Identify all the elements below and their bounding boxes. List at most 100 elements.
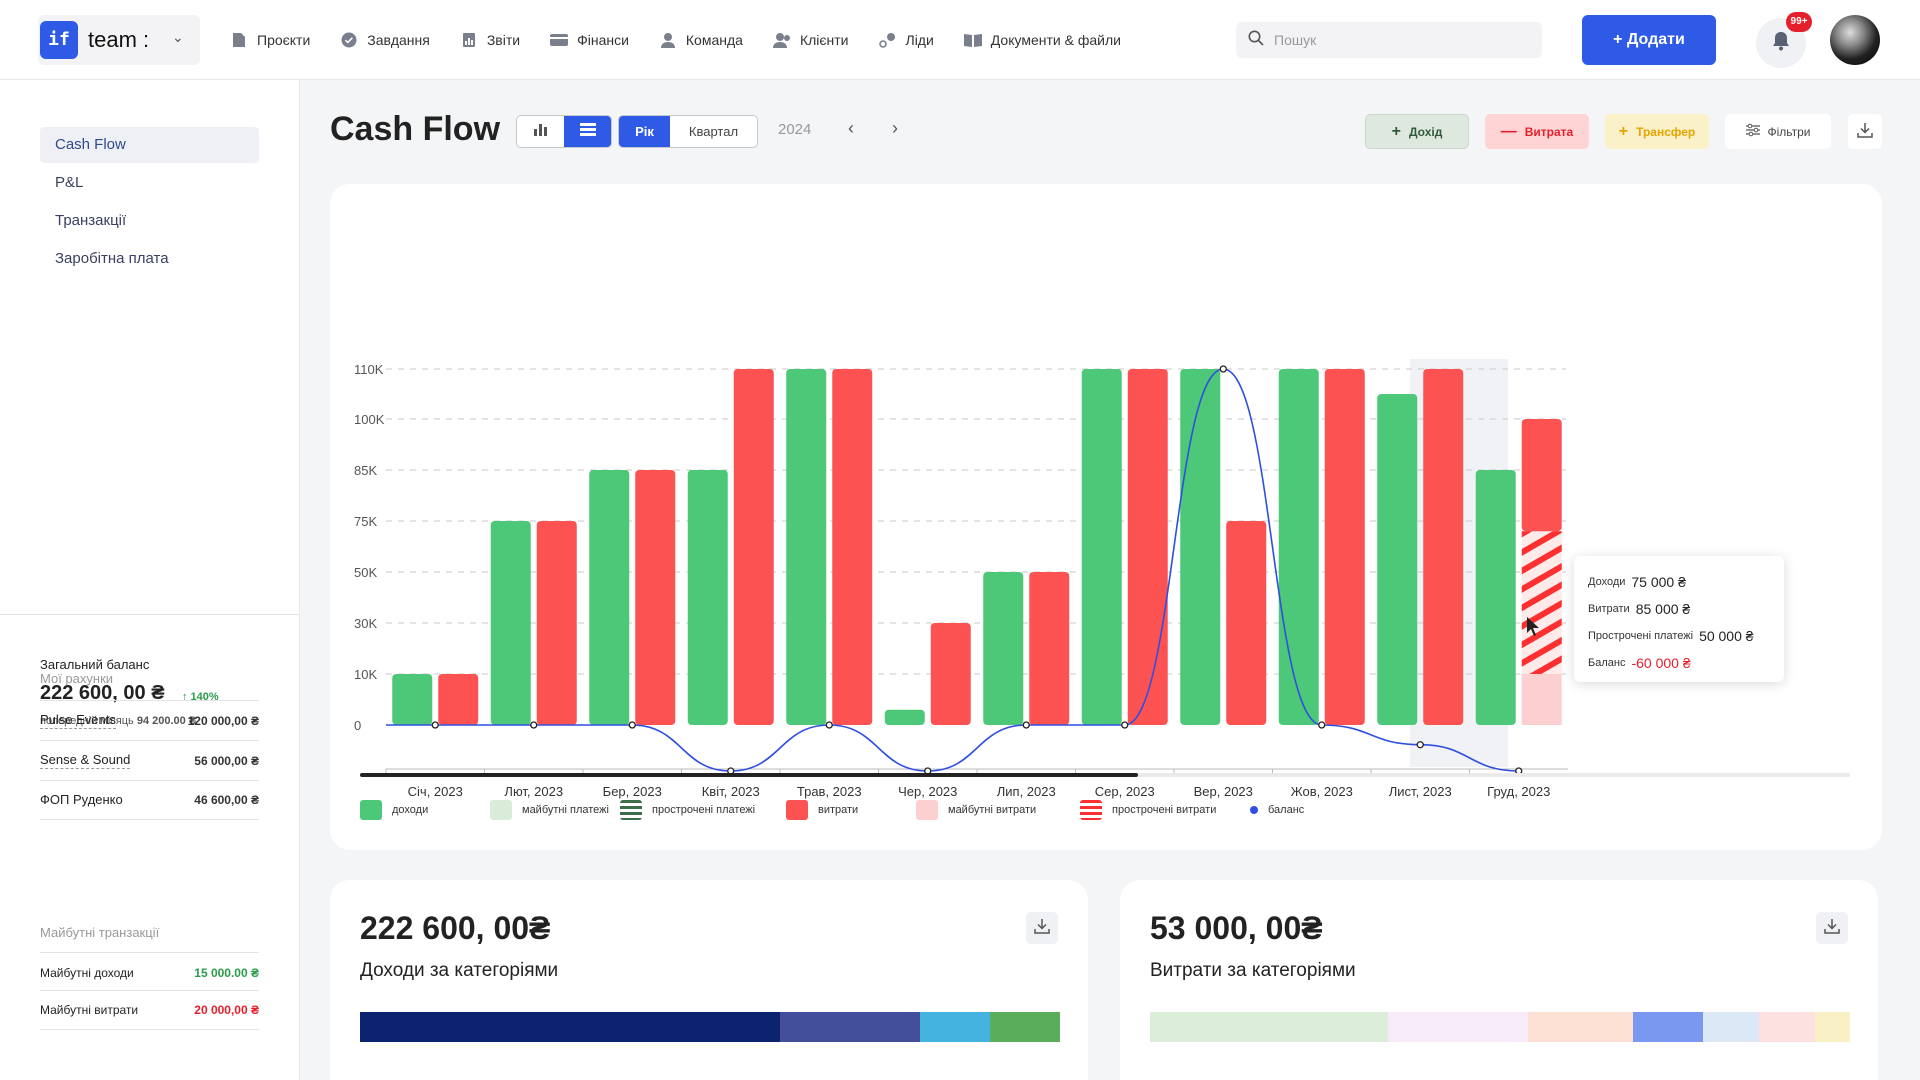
period-quarter-button[interactable]: Квартал: [688, 124, 739, 139]
prev-month-value: 94 200.00 ₴: [136, 715, 197, 727]
legend-item[interactable]: прострочені платежі: [620, 800, 786, 820]
user-icon: [659, 31, 677, 49]
expense-bar: [1324, 369, 1365, 725]
add-income-button[interactable]: + Дохід: [1365, 114, 1469, 149]
sidebar: Cash Flow P&L Транзакції Заробітна плата…: [0, 80, 300, 1080]
category-segment[interactable]: [360, 1012, 780, 1042]
workspace-switcher[interactable]: if team : ⌄: [38, 15, 200, 65]
tooltip-value: -60 000 ₴: [1631, 654, 1691, 671]
income-bar: [1180, 369, 1221, 725]
category-segment[interactable]: [1633, 1012, 1703, 1042]
nav-finance[interactable]: Фінанси: [550, 31, 629, 49]
tooltip-row: Прострочені платежі 50 000 ₴: [1588, 622, 1770, 649]
document-icon: [230, 31, 248, 49]
download-icon: [1857, 122, 1873, 141]
income-bar: [589, 470, 630, 725]
chevron-down-icon[interactable]: ⌄: [172, 29, 184, 45]
expense-total: 53 000, 00₴: [1150, 910, 1323, 946]
y-tick-label: 10K: [354, 667, 377, 682]
add-button[interactable]: + Додати: [1582, 15, 1716, 65]
nav-tasks[interactable]: Завдання: [340, 31, 430, 49]
download-button[interactable]: [1848, 114, 1882, 149]
tooltip-row: Доходи 75 000 ₴: [1588, 568, 1770, 595]
x-tick-label: Лист, 2023: [1389, 784, 1452, 799]
account-row[interactable]: Sense & Sound 56 000,00 ₴: [40, 740, 259, 780]
future-income-label: Майбутні доходи: [40, 965, 134, 980]
chart-legend: доходи майбутні платежі прострочені платеж…: [360, 800, 1350, 820]
chart-view-button[interactable]: [517, 116, 564, 147]
tooltip-value: 75 000 ₴: [1631, 573, 1686, 590]
add-income-label: Дохід: [1408, 124, 1443, 139]
expense-categories-card: 53 000, 00₴ Витрати за категоріями: [1120, 880, 1878, 1080]
prev-year-arrow-icon[interactable]: ‹: [848, 118, 854, 138]
chart-scrollbar[interactable]: [360, 773, 1850, 777]
total-balance-value: 222 600, 00 ₴: [40, 682, 165, 704]
legend-item[interactable]: майбутні платежі: [490, 800, 620, 820]
category-segment[interactable]: [780, 1012, 920, 1042]
filters-button[interactable]: Фільтри: [1725, 114, 1831, 149]
sidebar-item-pl[interactable]: P&L: [55, 174, 84, 191]
period-year-button[interactable]: Рік: [619, 116, 670, 147]
category-segment[interactable]: [1759, 1012, 1815, 1042]
income-bar: [1475, 470, 1516, 725]
view-toggle: [516, 115, 612, 148]
add-expense-button[interactable]: — Витрата: [1485, 114, 1589, 149]
scrollbar-thumb[interactable]: [360, 773, 1138, 777]
future-transactions-title: Майбутні транзакції: [40, 925, 160, 940]
nav-team[interactable]: Команда: [659, 31, 743, 49]
download-button[interactable]: [1026, 912, 1058, 944]
nav-label: Фінанси: [577, 32, 629, 48]
nav-documents[interactable]: Документи & файли: [963, 31, 1121, 49]
legend-item[interactable]: витрати: [786, 800, 916, 820]
y-tick-label: 50K: [354, 565, 377, 580]
sliders-icon: [1745, 123, 1760, 140]
legend-swatch: [916, 800, 938, 820]
expense-bar: [1521, 419, 1562, 532]
table-view-button[interactable]: [564, 116, 611, 147]
balance-point: [431, 721, 439, 729]
nav-leads[interactable]: Ліди: [878, 31, 934, 49]
account-row[interactable]: Pulse Events 120 000,00 ₴: [40, 700, 259, 740]
prev-month-label: попередній місяць: [40, 715, 134, 727]
category-segment[interactable]: [1703, 1012, 1759, 1042]
tooltip-label: Прострочені платежі: [1588, 629, 1694, 642]
expense-bar: [1127, 369, 1168, 725]
category-segment[interactable]: [1388, 1012, 1528, 1042]
x-tick-label: Лип, 2023: [997, 784, 1056, 799]
nav-label: Проєкти: [257, 32, 311, 48]
user-avatar[interactable]: [1830, 15, 1880, 65]
tooltip-label: Витрати: [1588, 602, 1630, 615]
search-input[interactable]: [1274, 32, 1524, 48]
category-segment[interactable]: [990, 1012, 1060, 1042]
nav-label: Ліди: [905, 32, 934, 48]
legend-item[interactable]: доходи: [360, 800, 490, 820]
next-year-arrow-icon[interactable]: ›: [892, 118, 898, 138]
y-tick-label: 110K: [354, 362, 384, 377]
legend-item[interactable]: майбутні витрати: [916, 800, 1080, 820]
cash-flow-chart-card: 0 10K 30K 50K 75K 85K 100K 110K Січ, 2023 Лют, 20…: [330, 184, 1882, 850]
category-segment[interactable]: [1815, 1012, 1850, 1042]
tooltip-value: 85 000 ₴: [1635, 600, 1691, 617]
download-button[interactable]: [1816, 912, 1848, 944]
future-expense-row[interactable]: Майбутні витрати 20 000,00 ₴: [40, 990, 259, 1030]
legend-label: майбутні платежі: [522, 804, 609, 816]
nav-reports[interactable]: Звіти: [460, 31, 520, 49]
add-transfer-label: Трансфер: [1636, 124, 1696, 139]
legend-item[interactable]: баланс: [1250, 804, 1350, 816]
category-segment[interactable]: [920, 1012, 990, 1042]
legend-item[interactable]: прострочені витрати: [1080, 800, 1250, 820]
x-tick-label: Чер, 2023: [898, 784, 957, 799]
sidebar-item-cashflow[interactable]: Cash Flow: [40, 127, 259, 163]
nav-clients[interactable]: Клієнти: [772, 31, 849, 49]
account-value: 120 000,00 ₴: [187, 713, 259, 728]
sidebar-item-payroll[interactable]: Заробітна плата: [55, 250, 169, 267]
sidebar-item-transactions[interactable]: Транзакції: [55, 212, 127, 229]
future-income-row[interactable]: Майбутні доходи 15 000.00 ₴: [40, 952, 259, 992]
account-row[interactable]: ФОП Руденко 46 600,00 ₴: [40, 780, 259, 820]
category-segment[interactable]: [1528, 1012, 1633, 1042]
category-segment[interactable]: [1150, 1012, 1388, 1042]
nav-projects[interactable]: Проєкти: [230, 31, 310, 49]
add-transfer-button[interactable]: + Трансфер: [1605, 114, 1709, 149]
search-box[interactable]: [1236, 22, 1542, 58]
search-icon: [1248, 30, 1264, 51]
